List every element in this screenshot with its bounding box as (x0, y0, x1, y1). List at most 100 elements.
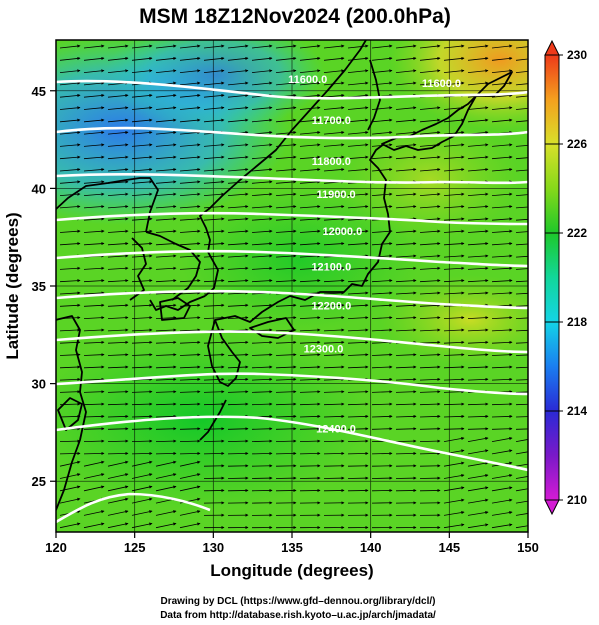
wind-arrow (467, 279, 489, 283)
wind-arrow (275, 377, 297, 381)
contour-11700 (56, 126, 528, 140)
contour-12300 (56, 372, 528, 396)
wind-arrow (443, 365, 465, 369)
wind-arrow (515, 416, 528, 418)
wind-arrow (83, 192, 105, 196)
wind-arrow (251, 192, 273, 196)
wind-arrow (371, 451, 393, 456)
green-region-south (56, 330, 370, 510)
wind-arrow (347, 204, 369, 209)
wind-arrow (131, 402, 153, 406)
wind-arrow (467, 498, 489, 504)
wind-arrow (419, 242, 441, 246)
wind-arrow (131, 44, 153, 49)
wind-arrow (155, 510, 177, 516)
wind-arrow (83, 473, 105, 479)
wind-arrow (227, 340, 249, 344)
wind-arrow (275, 402, 297, 406)
wind-arrow (515, 476, 528, 479)
wind-arrow (347, 328, 369, 332)
wind-arrow (371, 266, 393, 270)
wind-arrow (467, 414, 489, 419)
wind-arrow (107, 439, 129, 443)
wind-arrow (59, 180, 81, 184)
wind-arrow (59, 242, 81, 246)
contour-label: 12300.0 (304, 343, 344, 355)
wind-arrow (419, 106, 441, 110)
wind-arrow (371, 414, 393, 419)
wind-arrow (323, 242, 345, 246)
wind-arrow (467, 44, 489, 49)
wind-arrow (491, 192, 513, 196)
wind-arrow (467, 449, 489, 455)
height-contours (56, 79, 528, 524)
wind-arrow (131, 473, 153, 479)
wind-arrow (179, 180, 201, 184)
wind-arrow (515, 169, 528, 172)
wind-arrow (203, 143, 225, 147)
wind-arrow (59, 167, 81, 172)
wind-arrow (443, 155, 465, 160)
wind-arrow (155, 93, 177, 98)
wind-arrow (443, 316, 465, 320)
wind-arrow (443, 118, 465, 123)
wind-arrow (371, 56, 393, 61)
wind-arrow (371, 328, 393, 332)
wind-arrow (59, 439, 81, 443)
wind-arrow (491, 254, 513, 258)
wind-arrow (467, 486, 489, 492)
x-tick-label: 150 (517, 540, 539, 555)
wind-arrow (419, 365, 441, 369)
wind-arrow (299, 427, 321, 431)
wind-arrow (275, 340, 297, 344)
wind-arrow (299, 266, 321, 270)
wind-arrow (371, 229, 393, 233)
wind-arrow (467, 402, 489, 406)
wind-arrow (107, 353, 129, 357)
wind-arrow (347, 427, 369, 431)
wind-arrow (179, 266, 201, 270)
wind-arrow (227, 402, 249, 406)
wind-arrow (395, 377, 417, 381)
wind-arrow (515, 525, 528, 529)
wind-arrow (179, 155, 201, 160)
wind-arrow (347, 451, 369, 456)
wind-arrow (347, 439, 369, 443)
wind-arrow (83, 485, 105, 492)
wind-arrow (131, 155, 153, 160)
wind-arrow (59, 460, 81, 467)
wind-arrow (107, 93, 129, 98)
coast-manchuria (56, 177, 159, 233)
wind-arrow (347, 155, 369, 160)
wind-arrow (155, 328, 177, 332)
wind-arrow (395, 56, 417, 61)
wind-arrow (395, 254, 417, 258)
wind-arrow (203, 93, 225, 98)
colorbar-tick-label: 222 (567, 226, 587, 240)
wind-arrow (323, 143, 345, 147)
wind-arrow (155, 316, 177, 320)
colorbar-tick-label: 230 (567, 48, 587, 62)
wind-arrow (155, 279, 177, 283)
wind-arrow (131, 460, 153, 467)
wind-arrow (107, 155, 129, 160)
wind-arrow (347, 143, 369, 147)
wind-arrow (179, 93, 201, 98)
wind-arrow (83, 69, 105, 73)
wind-arrow (419, 229, 441, 233)
wind-arrow (323, 229, 345, 233)
wind-arrow (251, 180, 273, 184)
wind-arrow (443, 473, 465, 479)
wind-arrow (83, 56, 105, 61)
wind-arrow (275, 353, 297, 357)
wind-arrow (107, 328, 129, 332)
wind-arrow (299, 303, 321, 307)
wind-arrow (515, 120, 528, 123)
wind-arrow (515, 428, 528, 430)
wind-arrow (179, 365, 201, 369)
wind-arrow (131, 229, 153, 233)
contour-12100 (56, 289, 528, 310)
wind-arrow (419, 279, 441, 283)
wind-arrow (443, 353, 465, 357)
wind-arrow (323, 217, 345, 221)
